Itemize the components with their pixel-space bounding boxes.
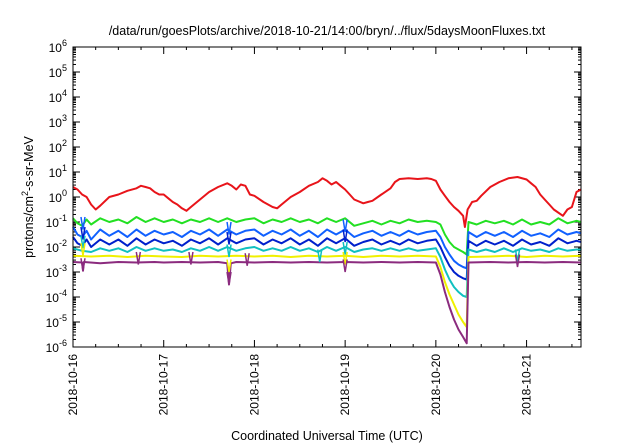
dip-mark-4-2: [226, 231, 232, 245]
series-line-5: [72, 246, 581, 298]
x-axis-ticks: 2018-10-16 2018-10-17 2018-10-18 2018-10-19…: [66, 47, 573, 416]
x-axis-label: Coordinated Universal Time (UTC): [231, 429, 423, 443]
y-tick-label: 10-6: [46, 338, 67, 355]
y-tick-label: 10-1: [46, 213, 67, 230]
dip-mark-1-1: [80, 216, 86, 230]
y-tick-label: 106: [49, 38, 67, 55]
y-tick-label: 102: [49, 138, 67, 155]
series-line-1: [72, 176, 582, 228]
y-tick-label: 103: [49, 113, 67, 130]
x-tick-label: 2018-10-16: [66, 354, 80, 416]
dip-mark-1-3: [80, 235, 86, 249]
dip-mark-7-5: [342, 259, 348, 273]
dip-mark-3-1: [188, 251, 194, 265]
dip-mark-1-4: [80, 243, 86, 256]
dip-mark-4-3: [226, 244, 232, 258]
dip-mark-4-4: [226, 259, 232, 273]
dip-layer: [80, 216, 521, 285]
y-tick-label: 10-5: [46, 313, 67, 330]
y-tick-label: 100: [49, 188, 67, 205]
x-tick-label: 2018-10-19: [338, 354, 352, 416]
y-tick-label: 10-3: [46, 263, 67, 280]
chart-title: /data/run/goesPlots/archive/2018-10-21/1…: [109, 24, 546, 38]
y-axis-label-sup: 2: [20, 191, 30, 196]
x-tick-label: 2018-10-17: [157, 354, 171, 416]
y-tick-label: 10-4: [46, 288, 67, 305]
dip-mark-8-2: [514, 254, 521, 268]
y-axis-label-suffix: -s-sr-MeV: [22, 135, 36, 191]
series-line-6: [72, 254, 582, 328]
y-axis-label-prefix: protons/cm: [22, 196, 36, 258]
dip-mark-1-5: [80, 258, 86, 271]
y-tick-label: 105: [49, 63, 67, 80]
dip-mark-7-3: [342, 241, 348, 255]
y-axis-label: protons/cm2-s-sr-MeV: [20, 135, 36, 257]
dip-mark-7-2: [342, 229, 348, 243]
dip-mark-7-4: [342, 251, 348, 265]
series-line-7: [72, 261, 582, 345]
dip-mark-5-1: [244, 253, 250, 266]
dip-mark-6-1: [317, 249, 323, 263]
series-line-2: [72, 216, 582, 256]
dip-mark-7-1: [342, 219, 348, 233]
y-tick-label: 104: [49, 88, 67, 105]
y-tick-label: 101: [49, 163, 67, 180]
dip-mark-4-1: [226, 221, 232, 235]
plot-frame: [72, 46, 582, 348]
series-line-3: [72, 226, 582, 270]
x-tick-label: 2018-10-20: [429, 354, 443, 416]
series-layer: [72, 176, 582, 345]
dip-mark-1-2: [80, 226, 86, 240]
y-tick-label: 10-2: [46, 238, 67, 255]
dip-mark-4-5: [226, 271, 232, 285]
x-tick-label: 2018-10-18: [247, 354, 261, 416]
x-tick-label: 2018-10-21: [520, 354, 534, 416]
series-line-4: [72, 236, 582, 281]
dip-mark-2-1: [135, 251, 142, 265]
dip-mark-8-1: [514, 249, 521, 263]
y-axis-ticks: 10-6 10-5 10-4 10-3 10-2 10-1 100 101 102 103 104 1…: [46, 38, 581, 355]
